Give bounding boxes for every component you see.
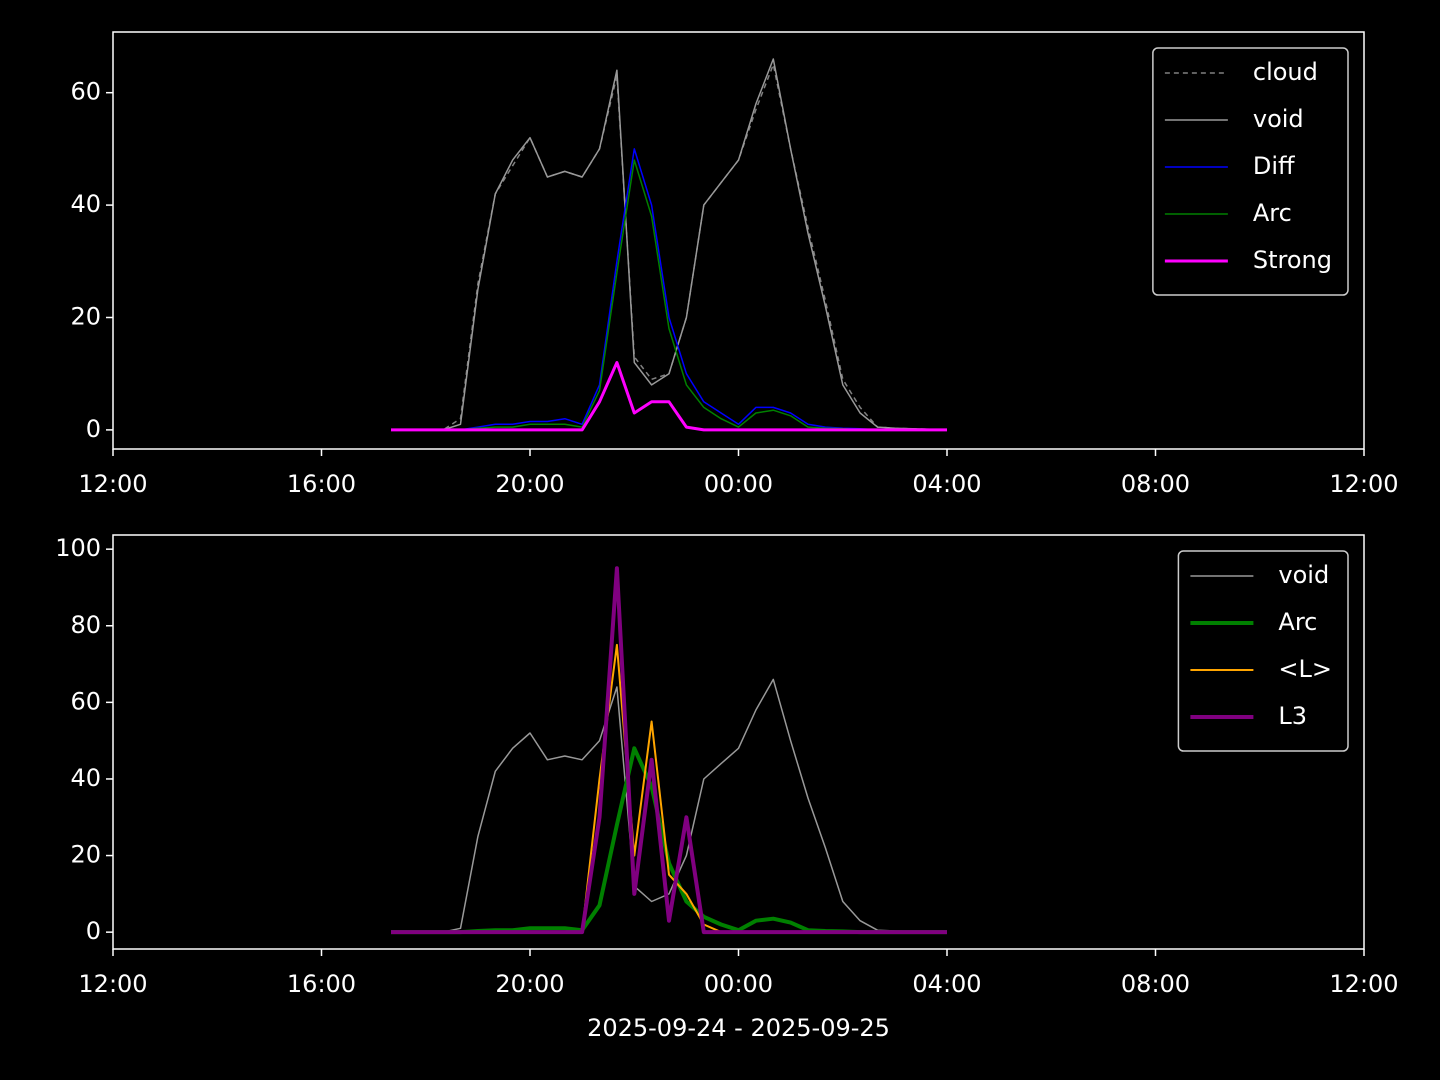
y-tick-label: 20 <box>70 302 101 330</box>
x-tick-label: 04:00 <box>912 470 981 498</box>
legend: cloud void Diff Arc Strong <box>1152 47 1349 296</box>
axes-frame <box>112 534 1365 950</box>
axes-frame <box>112 31 1365 450</box>
y-tick-label: 40 <box>70 190 101 218</box>
y-tick-label: 20 <box>70 841 101 869</box>
legend-label: Strong <box>1253 246 1332 274</box>
legend-box <box>1177 550 1349 752</box>
x-tick-label: 12:00 <box>78 970 147 998</box>
x-tick-label: 20:00 <box>495 970 564 998</box>
x-tick-label: 00:00 <box>704 470 773 498</box>
legend: void Arc <L> L3 <box>1177 550 1349 752</box>
x-tick-label: 00:00 <box>704 970 773 998</box>
x-tick-label: 12:00 <box>1329 470 1398 498</box>
legend-label: Arc <box>1278 608 1317 636</box>
plot-area <box>391 566 948 935</box>
x-tick-label: 12:00 <box>78 470 147 498</box>
series-line <box>391 678 948 933</box>
legend-box <box>1152 47 1349 296</box>
x-tick-label: 16:00 <box>287 970 356 998</box>
series-line <box>391 58 948 431</box>
legend-label: Diff <box>1253 152 1295 180</box>
y-tick-label: 40 <box>70 764 101 792</box>
plot-area <box>391 58 948 432</box>
legend-label: cloud <box>1253 58 1318 86</box>
x-axis-label: 2025-09-24 - 2025-09-25 <box>587 1014 890 1042</box>
y-tick-label: 80 <box>70 611 101 639</box>
y-tick-label: 0 <box>86 917 101 945</box>
x-tick-label: 08:00 <box>1121 970 1190 998</box>
x-tick-label: 04:00 <box>912 970 981 998</box>
legend-label: void <box>1278 561 1329 589</box>
y-tick-label: 100 <box>55 534 101 562</box>
x-tick-label: 16:00 <box>287 470 356 498</box>
x-tick-label: 12:00 <box>1329 970 1398 998</box>
y-tick-label: 60 <box>70 687 101 715</box>
legend-label: L3 <box>1278 702 1307 730</box>
series-line <box>391 361 947 432</box>
y-tick-label: 60 <box>70 78 101 106</box>
x-tick-label: 20:00 <box>495 470 564 498</box>
legend-label: <L> <box>1278 655 1332 683</box>
legend-label: void <box>1253 105 1304 133</box>
legend-label: Arc <box>1253 199 1292 227</box>
x-tick-label: 08:00 <box>1121 470 1190 498</box>
y-tick-label: 0 <box>86 415 101 443</box>
series-line <box>391 566 947 935</box>
